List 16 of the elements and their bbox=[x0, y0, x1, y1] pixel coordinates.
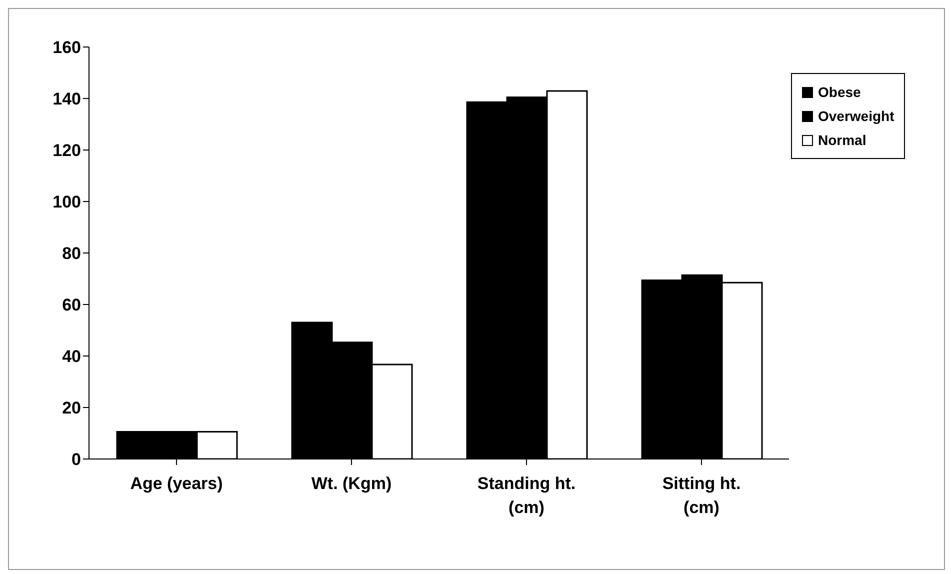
legend-label: Obese bbox=[817, 83, 862, 102]
y-tick-label: 160 bbox=[52, 38, 81, 58]
y-tick-label: 40 bbox=[62, 347, 81, 366]
y-tick-label: 60 bbox=[62, 296, 81, 315]
y-tick-label: 20 bbox=[62, 398, 81, 418]
x-tick-label: Age (years) bbox=[130, 474, 223, 493]
legend-label: Overweight bbox=[817, 107, 894, 126]
x-tick-label: Standing ht. (cm) bbox=[477, 474, 576, 517]
y-tick-label: 80 bbox=[62, 244, 81, 264]
x-tick-label: Sitting ht. (cm) bbox=[662, 474, 741, 517]
y-tick-label: 0 bbox=[72, 450, 81, 470]
x-tick-label: Wt. (Kgm) bbox=[311, 474, 392, 493]
legend-label: Normal bbox=[817, 131, 868, 150]
y-tick-label: 120 bbox=[52, 141, 81, 160]
y-tick-label: 100 bbox=[52, 192, 81, 212]
y-tick-label: 140 bbox=[52, 90, 81, 109]
